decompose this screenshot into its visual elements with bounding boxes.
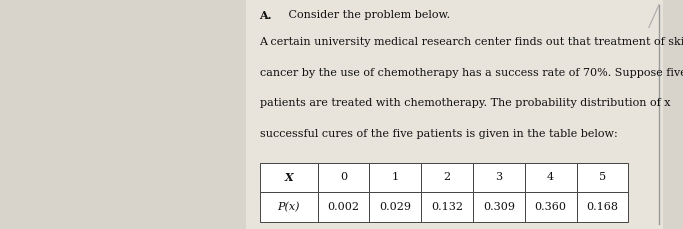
Bar	[318, 192, 370, 222]
Bar	[246, 0, 663, 229]
Bar	[473, 192, 525, 222]
Text: cancer by the use of chemotherapy has a success rate of 70%. Suppose five: cancer by the use of chemotherapy has a …	[260, 68, 683, 78]
Text: 1: 1	[392, 172, 399, 183]
Text: 0: 0	[340, 172, 347, 183]
Text: 3: 3	[495, 172, 503, 183]
Bar	[370, 163, 421, 192]
Bar	[260, 192, 318, 222]
Text: 0.132: 0.132	[431, 202, 463, 212]
Bar	[525, 163, 576, 192]
Text: 0.002: 0.002	[327, 202, 359, 212]
Text: 2: 2	[443, 172, 451, 183]
Text: 5: 5	[599, 172, 606, 183]
Bar	[421, 192, 473, 222]
Text: Consider the problem below.: Consider the problem below.	[285, 10, 451, 20]
Bar	[525, 192, 576, 222]
Bar	[473, 163, 525, 192]
Text: P(x): P(x)	[277, 202, 300, 213]
Bar	[576, 192, 628, 222]
Text: 0.309: 0.309	[483, 202, 515, 212]
Text: 0.168: 0.168	[587, 202, 619, 212]
Text: 0.029: 0.029	[379, 202, 411, 212]
Bar	[260, 163, 318, 192]
Bar	[318, 163, 370, 192]
Text: 0.360: 0.360	[535, 202, 567, 212]
Text: A certain university medical research center finds out that treatment of skin: A certain university medical research ce…	[260, 37, 683, 47]
Text: X: X	[284, 172, 293, 183]
Text: patients are treated with chemotherapy. The probability distribution of x: patients are treated with chemotherapy. …	[260, 98, 670, 109]
Text: A.: A.	[260, 10, 272, 21]
Bar	[370, 192, 421, 222]
Bar	[421, 163, 473, 192]
Text: successful cures of the five patients is given in the table below:: successful cures of the five patients is…	[260, 129, 617, 139]
Text: 4: 4	[547, 172, 554, 183]
Bar	[576, 163, 628, 192]
